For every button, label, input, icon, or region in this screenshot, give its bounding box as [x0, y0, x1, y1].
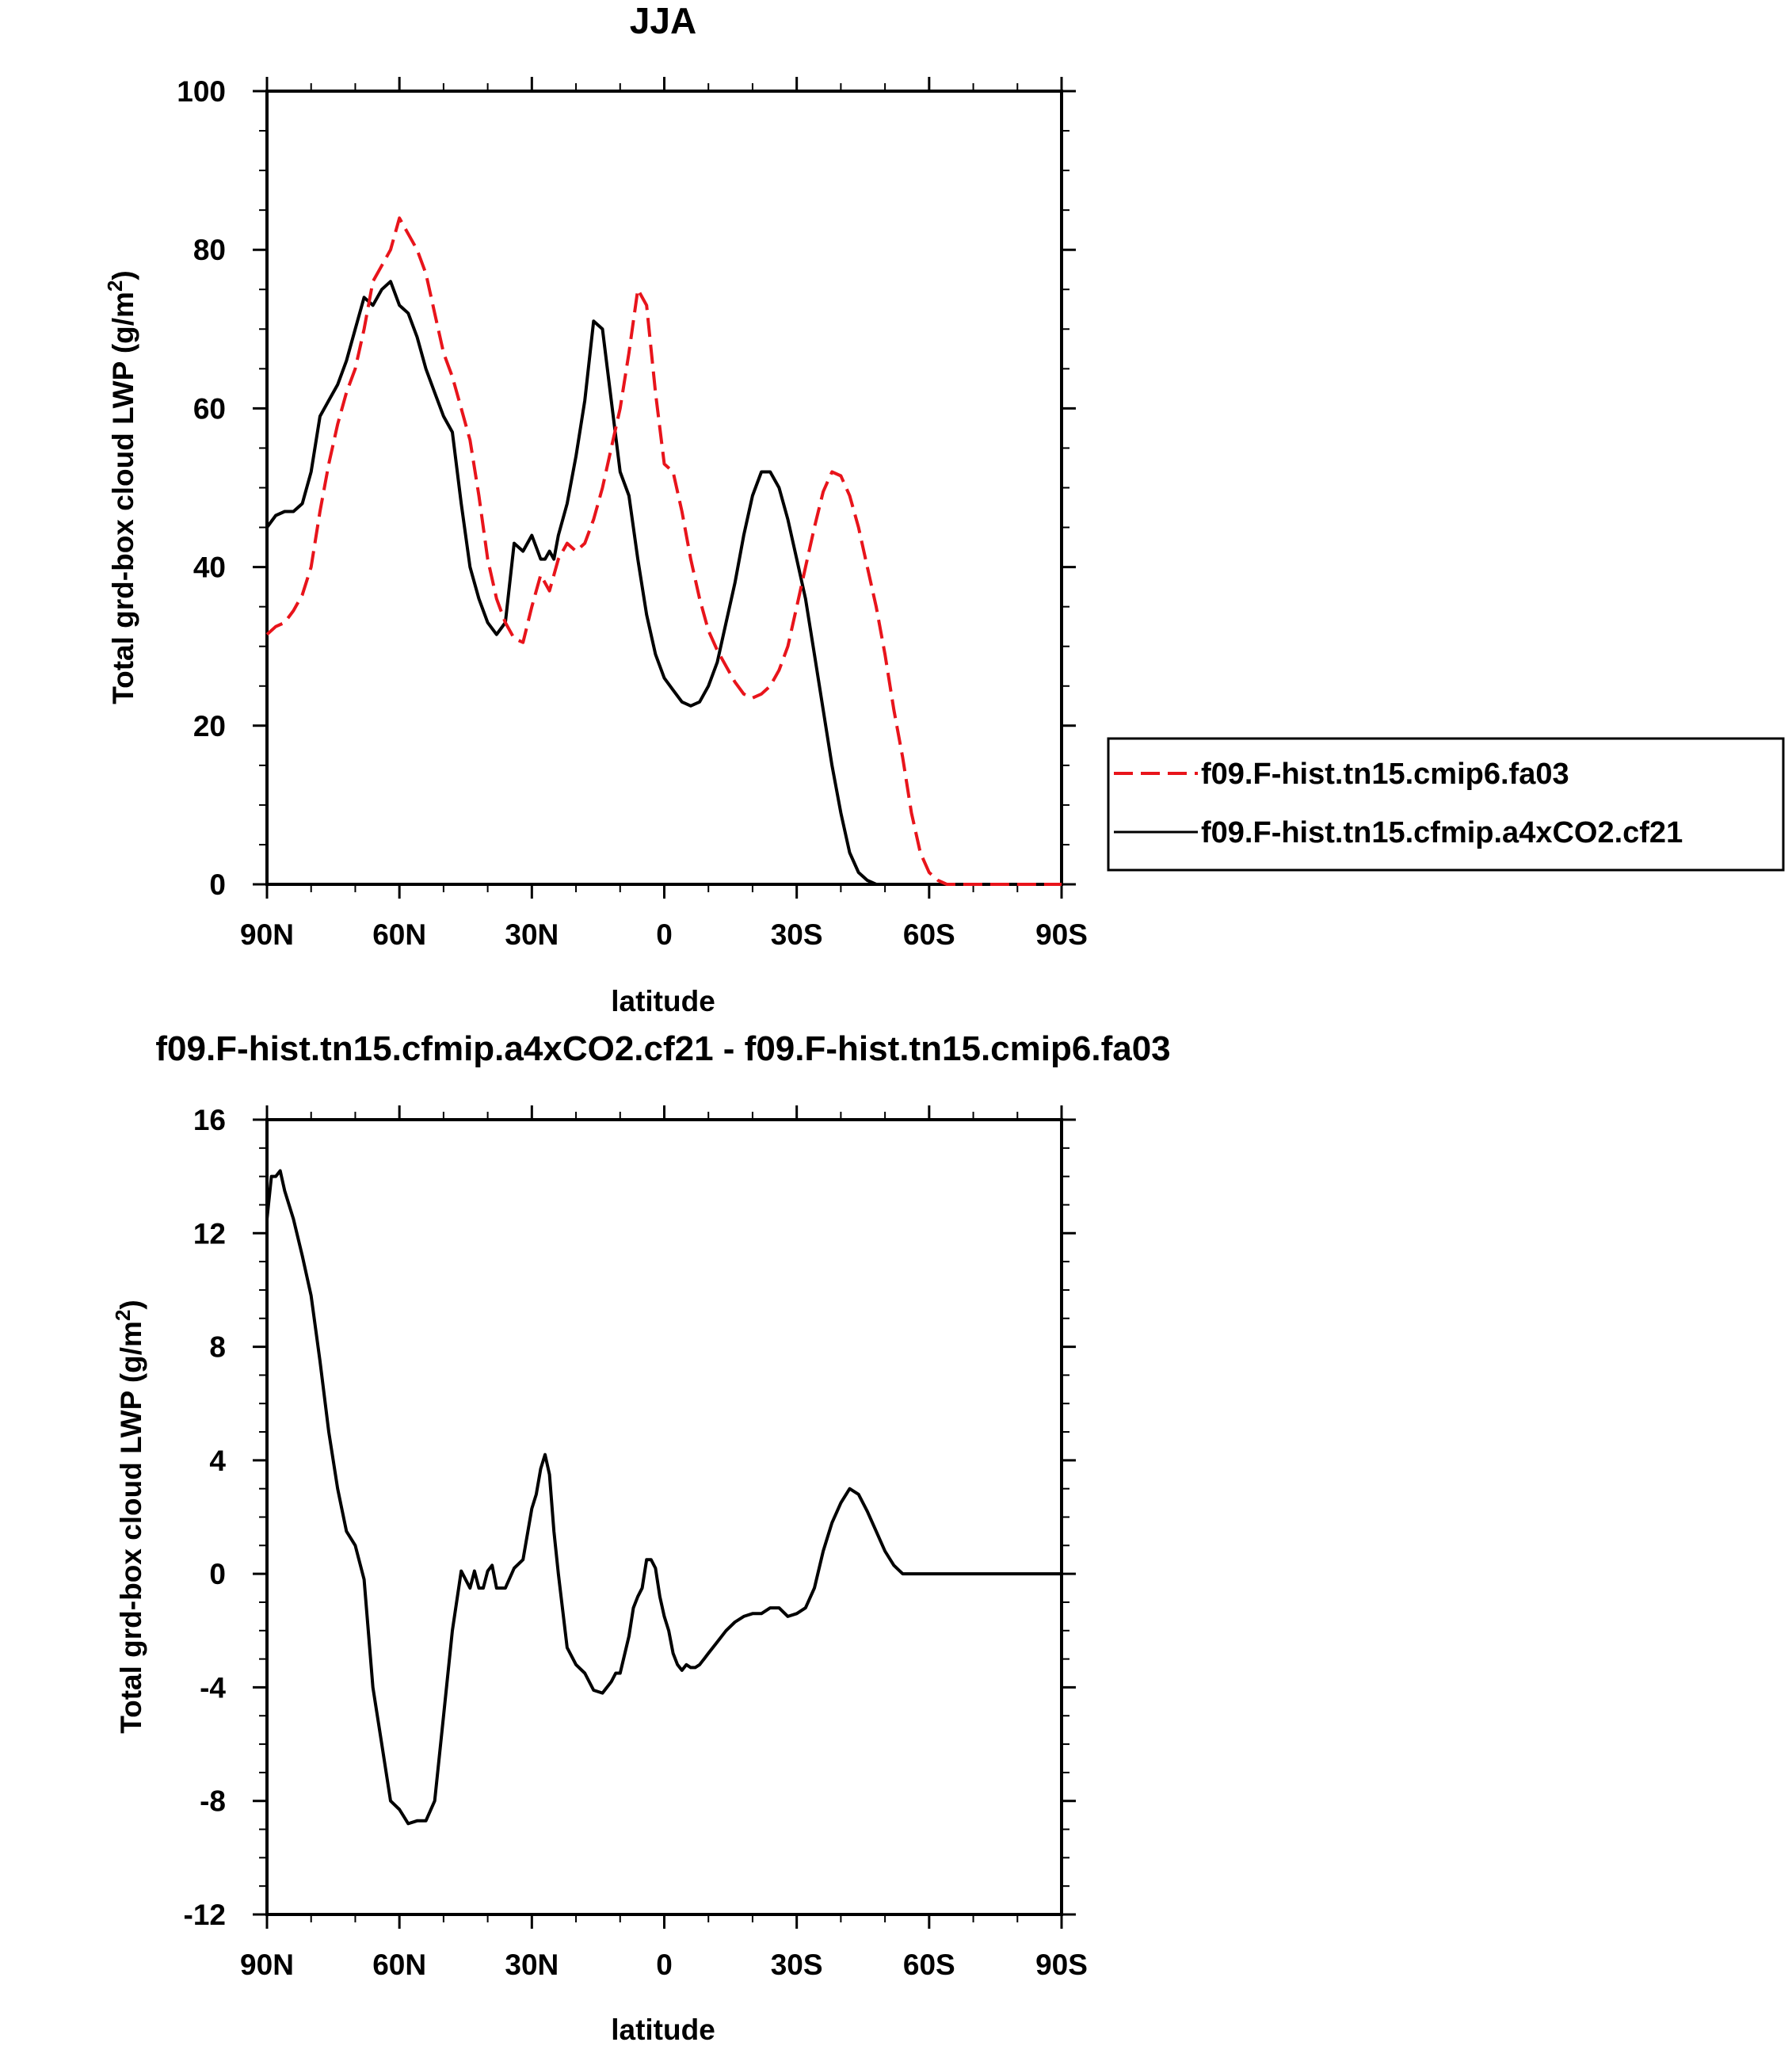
bottom-y-tick-label: -8 — [200, 1785, 226, 1818]
bottom-x-tick-label: 60N — [372, 1949, 426, 1981]
series-line-cfmip-a4xco2 — [265, 280, 1062, 886]
top-y-tick-label: 60 — [193, 392, 226, 425]
top-x-tick-label: 60S — [903, 918, 955, 951]
bottom-y-tick-label: 16 — [193, 1104, 226, 1136]
difference-series-line — [265, 1169, 1062, 1826]
bottom-y-tick-label: -4 — [200, 1671, 226, 1704]
top-y-tick-label: 0 — [209, 868, 226, 901]
top-x-tick-label: 0 — [656, 918, 673, 951]
top-x-tick-label: 30S — [771, 918, 823, 951]
top-ticks — [253, 77, 1076, 899]
bottom-x-tick-label: 90S — [1035, 1949, 1088, 1981]
bottom-panel: f09.F-hist.tn15.cfmip.a4xCO2.cf21 - f09.… — [111, 1029, 1171, 2046]
bottom-y-axis-label-close: ) — [115, 1300, 147, 1309]
bottom-plot-frame — [265, 1118, 1063, 1916]
bottom-y-tick-label: 12 — [193, 1217, 226, 1250]
bottom-tick-labels: 90N 60N 30N 0 30S 60S 90S -12 -8 -4 0 4 8 12 16 — [184, 1104, 1088, 1981]
top-plot-frame — [265, 90, 1063, 886]
top-y-tick-label: 80 — [193, 234, 226, 266]
bottom-x-axis-label: latitude — [611, 2014, 715, 2046]
top-chart-title: JJA — [630, 0, 696, 41]
top-x-tick-label: 90N — [240, 918, 294, 951]
bottom-y-tick-label: 0 — [209, 1558, 226, 1590]
bottom-y-axis-label-main: Total grd-box cloud LWP (g/m — [115, 1321, 147, 1734]
legend-label-cmip6-fa03: f09.F-hist.tn15.cmip6.fa03 — [1201, 758, 1569, 791]
top-panel: JJA 90N 60N 30N 0 30S 60S 90S 0 20 40 60 80 100 lati… — [103, 0, 1785, 1017]
top-x-tick-label: 60N — [372, 918, 426, 951]
legend-label-cfmip-a4xco2: f09.F-hist.tn15.cfmip.a4xCO2.cf21 — [1201, 816, 1683, 849]
top-x-tick-label: 30N — [505, 918, 559, 951]
bottom-y-axis-label-sup: 2 — [111, 1310, 135, 1321]
bottom-x-tick-label: 30N — [505, 1949, 559, 1981]
legend: f09.F-hist.tn15.cmip6.fa03 f09.F-hist.tn… — [1107, 737, 1785, 872]
top-y-axis-label-main: Total grd-box cloud LWP (g/m — [107, 292, 139, 704]
bottom-y-axis-label: Total grd-box cloud LWP (g/m2) — [111, 1300, 147, 1734]
bottom-y-tick-label: 4 — [209, 1445, 226, 1477]
bottom-y-tick-label: -12 — [184, 1899, 226, 1931]
bottom-x-tick-label: 0 — [656, 1949, 673, 1981]
bottom-chart-title: f09.F-hist.tn15.cfmip.a4xCO2.cf21 - f09.… — [155, 1029, 1170, 1068]
bottom-y-tick-label: 8 — [209, 1331, 226, 1364]
top-y-axis-label-close: ) — [107, 270, 139, 280]
top-series-group — [265, 216, 1062, 886]
top-y-tick-label: 40 — [193, 552, 226, 584]
bottom-x-tick-label: 90N — [240, 1949, 294, 1981]
legend-box — [1107, 737, 1785, 872]
top-y-axis-label-sup: 2 — [103, 281, 127, 292]
bottom-ticks — [253, 1105, 1076, 1929]
series-line-cmip6-fa03 — [265, 216, 1062, 886]
top-x-axis-label: latitude — [611, 985, 715, 1017]
top-x-tick-label: 90S — [1035, 918, 1088, 951]
top-y-tick-label: 100 — [177, 75, 226, 108]
top-tick-labels: 90N 60N 30N 0 30S 60S 90S 0 20 40 60 80 100 — [177, 75, 1088, 951]
top-y-tick-label: 20 — [193, 710, 226, 742]
top-y-axis-label: Total grd-box cloud LWP (g/m2) — [103, 270, 139, 704]
bottom-x-tick-label: 60S — [903, 1949, 955, 1981]
bottom-x-tick-label: 30S — [771, 1949, 823, 1981]
